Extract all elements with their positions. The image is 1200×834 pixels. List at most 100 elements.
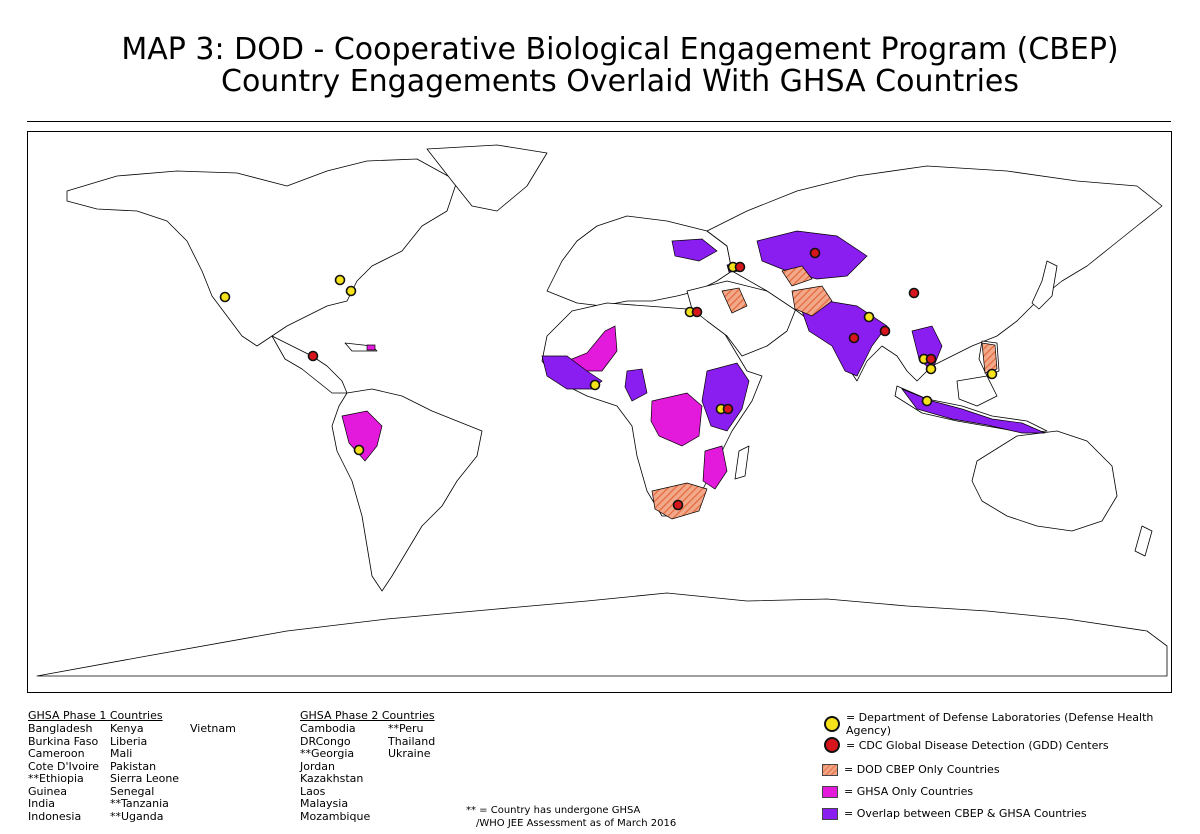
legend-overlap: = Overlap between CBEP & GHSA Countries [822, 807, 1087, 820]
legend-label: = Department of Defense Laboratories (De… [845, 711, 1154, 737]
phase2-header: GHSA Phase 2 Countries [300, 709, 435, 722]
mozambique-region [702, 445, 728, 490]
cdc-gdd-marker [672, 499, 684, 511]
dod-lab-marker [921, 395, 933, 407]
afghanistan-region [791, 285, 833, 317]
country-entry: **Ethiopia [28, 772, 84, 785]
country-entry: Vietnam [190, 722, 236, 735]
middle-east-outline [686, 280, 798, 357]
cdc-gdd-marker [848, 332, 860, 344]
country-entry: **Tanzania [110, 797, 169, 810]
country-entry: Mali [110, 747, 133, 760]
japan-outline [1031, 260, 1058, 310]
north-america-outline [66, 158, 458, 347]
map-title-line1: MAP 3: DOD - Cooperative Biological Enga… [121, 32, 1119, 67]
legend-cbep-only: = DOD CBEP Only Countries [822, 763, 1000, 776]
magenta-swatch-icon [822, 785, 838, 798]
cdc-gdd-marker [691, 306, 703, 318]
ukraine-region [671, 238, 718, 262]
country-entry: **Peru [388, 722, 424, 735]
phase1-header: GHSA Phase 1 Countries [28, 709, 163, 722]
legend-label: = Overlap between CBEP & GHSA Countries [844, 807, 1087, 820]
legend-label: = CDC Global Disease Detection (GDD) Cen… [846, 738, 1109, 752]
cameroon-region [624, 368, 648, 402]
madagascar-outline [734, 445, 750, 480]
country-entry: Malaysia [300, 797, 349, 810]
drcongo-region [650, 392, 703, 447]
country-entry: Kenya [110, 722, 144, 735]
cdc-gdd-marker [722, 403, 734, 415]
country-entry: Ukraine [388, 747, 431, 760]
note-line1: ** = Country has undergone GHSA [466, 805, 641, 816]
greenland-outline [426, 144, 548, 212]
antarctica-outline [36, 592, 1168, 677]
legend-label: = DOD CBEP Only Countries [844, 763, 1000, 776]
legend-dod-labs: = Department of Defense Laboratories (De… [822, 711, 1200, 737]
cdc-gdd-marker [809, 247, 821, 259]
country-entry: Liberia [110, 734, 148, 748]
hatch-swatch-icon [822, 763, 838, 776]
country-entry: Guinea [28, 784, 68, 798]
country-entry: **Georgia [300, 747, 355, 760]
legend-label: = GHSA Only Countries [844, 785, 974, 798]
country-entry: India [28, 797, 55, 810]
jee-note: ** = Country has undergone GHSA /WHO JEE… [466, 804, 676, 830]
yellow-dot-icon [824, 716, 840, 732]
country-entry: Sierra Leone [110, 772, 180, 785]
ghsa-phase2-list: GHSA Phase 2 Countries Cambodia DRCongo … [300, 709, 460, 826]
country-entry: Thailand [388, 734, 436, 748]
east-africa-region [701, 362, 750, 432]
red-dot-icon [824, 737, 840, 753]
country-entry: Pakistan [110, 759, 157, 773]
indonesia-region [900, 388, 1046, 434]
cdc-gdd-marker [307, 350, 319, 362]
phase2-col2: **Peru Thailand Ukraine [388, 722, 436, 761]
australia-outline [971, 430, 1118, 532]
country-entry: DRCongo [300, 734, 351, 748]
phase1-col2: Kenya Liberia Mali Pakistan Sierra Leone… [110, 722, 180, 823]
kyrgyzstan-region [781, 265, 813, 287]
dod-lab-marker [345, 285, 357, 297]
title-divider [27, 121, 1171, 122]
country-entry: Laos [300, 784, 326, 798]
philippines-region [981, 342, 998, 374]
country-entry: **Uganda [110, 809, 164, 823]
country-entry: Cambodia [300, 722, 356, 735]
country-entry: Mozambique [300, 809, 371, 823]
country-entry: Bangladesh [28, 722, 93, 735]
purple-swatch-icon [822, 807, 838, 820]
dod-lab-marker [863, 311, 875, 323]
cdc-gdd-marker [908, 287, 920, 299]
dod-lab-marker [589, 379, 601, 391]
dod-lab-marker [986, 368, 998, 380]
new-zealand-outline [1134, 525, 1153, 557]
phase1-col3: Vietnam [190, 722, 236, 736]
country-entry: Burkina Faso [28, 734, 99, 748]
highlighted-countries [341, 230, 1046, 520]
note-line2: /WHO JEE Assessment as of March 2016 [476, 818, 677, 829]
map-title-line2: Country Engagements Overlaid With GHSA C… [221, 64, 1019, 99]
dod-lab-marker [334, 274, 346, 286]
legend-cdc-gdd: = CDC Global Disease Detection (GDD) Cen… [822, 737, 1109, 753]
phase2-col1: Cambodia DRCongo **Georgia Jordan Kazakh… [300, 722, 371, 823]
phase1-col1: Bangladesh Burkina Faso Cameroon Cote D'… [28, 722, 100, 823]
dod-lab-marker [925, 363, 937, 375]
map-markers [219, 247, 998, 511]
country-entry: Senegal [110, 784, 155, 798]
cdc-gdd-marker [734, 261, 746, 273]
ghsa-phase1-list: GHSA Phase 1 Countries Bangladesh Burkin… [28, 709, 278, 826]
cdc-gdd-marker [879, 325, 891, 337]
country-entry: Jordan [300, 759, 335, 773]
world-map [27, 131, 1172, 693]
cdc-gdd-marker [925, 353, 937, 365]
iraq-region [721, 287, 748, 314]
country-entry: Cote D'Ivoire [28, 759, 100, 773]
dod-lab-marker [219, 291, 231, 303]
peru-region [341, 410, 383, 462]
dod-lab-marker [353, 444, 365, 456]
country-entry: Indonesia [28, 809, 82, 823]
country-entry: Kazakhstan [300, 772, 364, 785]
country-entry: Cameroon [28, 747, 85, 760]
legend-ghsa-only: = GHSA Only Countries [822, 785, 973, 798]
borneo-outline [956, 375, 998, 407]
